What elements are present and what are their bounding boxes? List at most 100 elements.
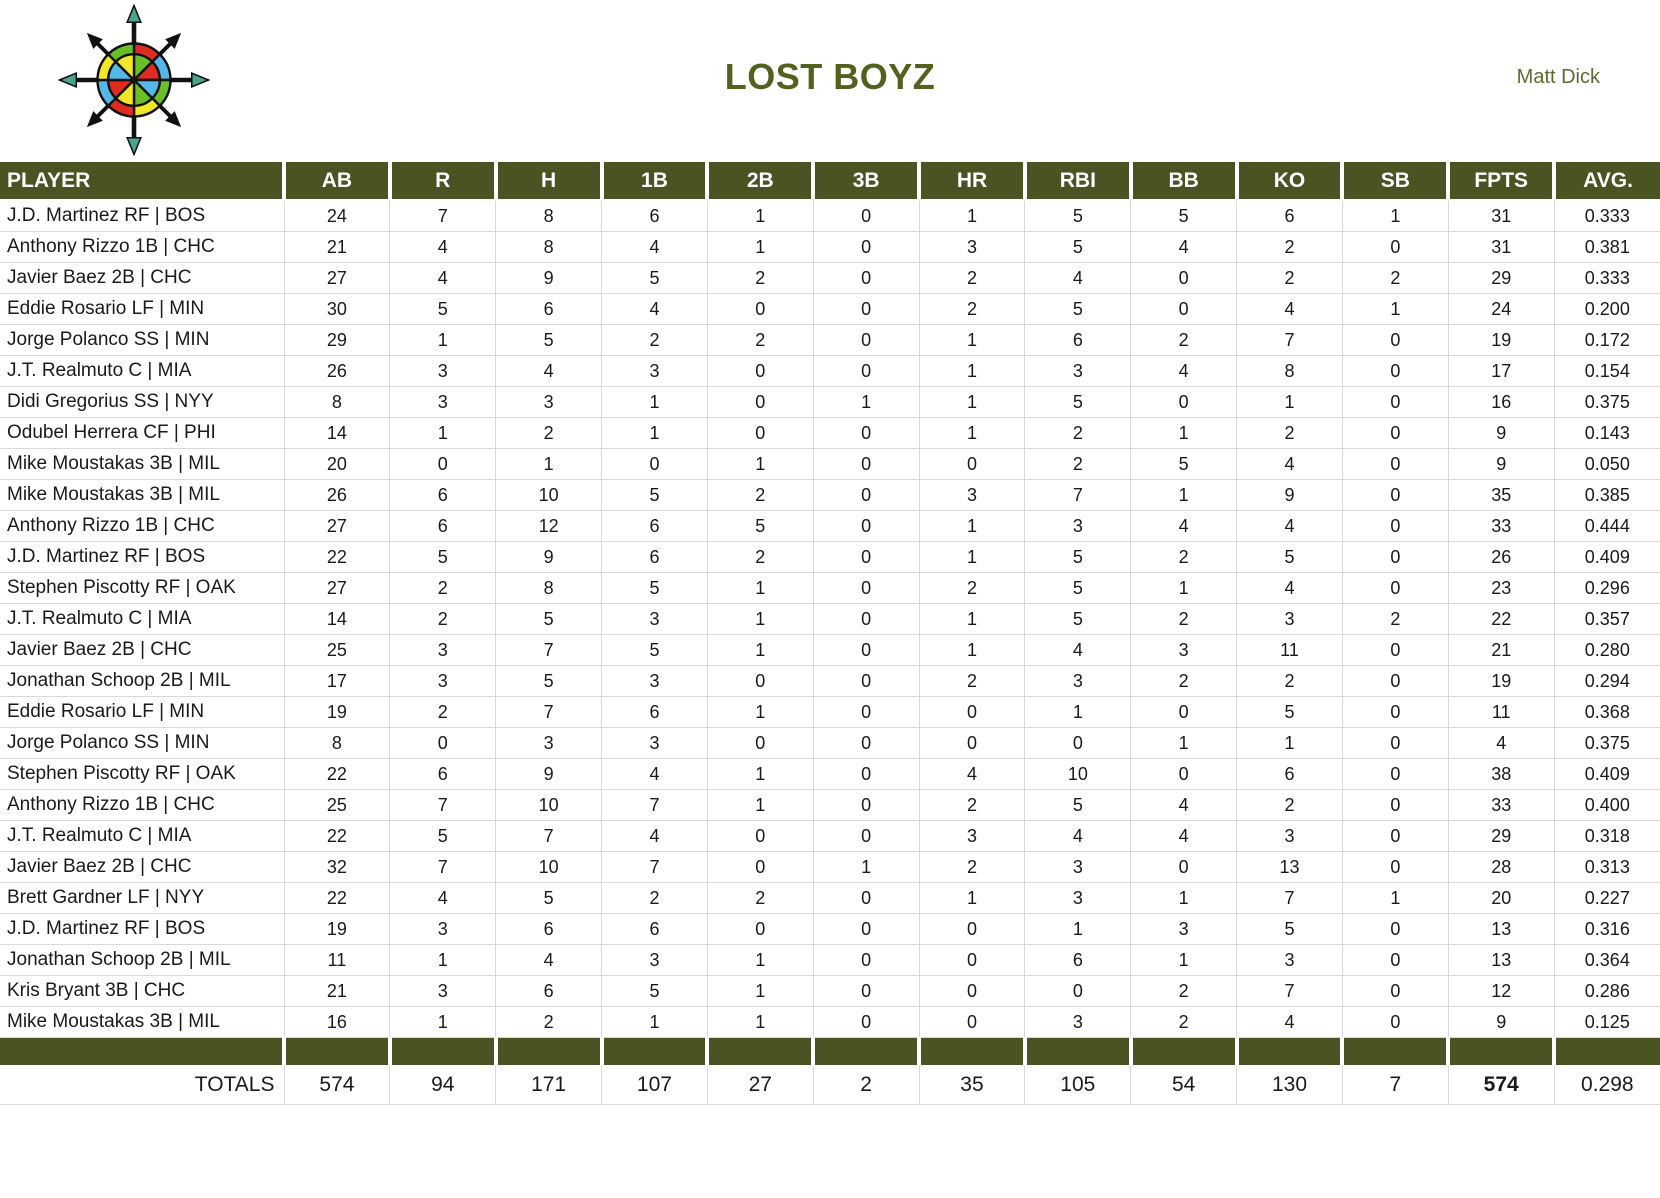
stat-cell[interactable]: 2 (919, 665, 1026, 697)
totals-cell[interactable]: 54 (1130, 1065, 1238, 1105)
stat-cell[interactable]: 0 (1130, 696, 1238, 728)
stat-cell[interactable]: 0.227 (1554, 882, 1660, 914)
stat-cell[interactable]: 2 (919, 851, 1026, 883)
stat-cell[interactable]: 19 (1448, 324, 1555, 356)
stat-cell[interactable]: 1 (1130, 882, 1238, 914)
stat-cell[interactable]: 22 (284, 541, 391, 573)
stat-cell[interactable]: 0.318 (1554, 820, 1660, 852)
stat-cell[interactable]: 0.357 (1554, 603, 1660, 635)
stat-cell[interactable]: 6 (495, 975, 603, 1007)
stat-cell[interactable]: 29 (1448, 262, 1555, 294)
stat-cell[interactable]: 6 (389, 510, 497, 542)
stat-cell[interactable]: 0 (707, 727, 814, 759)
stat-cell[interactable]: 2 (1024, 448, 1132, 480)
stat-cell[interactable]: 0 (1342, 541, 1449, 573)
stat-cell[interactable]: 14 (284, 417, 391, 449)
column-header-rbi[interactable]: RBI (1024, 162, 1133, 201)
stat-cell[interactable]: 3 (601, 603, 708, 635)
stat-cell[interactable]: 33 (1448, 789, 1555, 821)
stat-cell[interactable]: 0 (813, 355, 920, 387)
stat-cell[interactable]: 0 (1342, 355, 1449, 387)
stat-cell[interactable]: 0.154 (1554, 355, 1660, 387)
stat-cell[interactable]: 3 (1130, 634, 1238, 666)
stat-cell[interactable]: 13 (1448, 913, 1555, 945)
stat-cell[interactable]: 0 (1130, 386, 1238, 418)
stat-cell[interactable]: 9 (495, 758, 603, 790)
stat-cell[interactable]: 2 (389, 572, 497, 604)
stat-cell[interactable]: 1 (919, 510, 1026, 542)
stat-cell[interactable]: 4 (601, 820, 708, 852)
stat-cell[interactable]: 0 (813, 541, 920, 573)
stat-cell[interactable]: 4 (1236, 448, 1343, 480)
stat-cell[interactable]: 0 (919, 727, 1026, 759)
player-cell[interactable]: J.D. Martinez RF | BOS (0, 541, 285, 573)
stat-cell[interactable]: 0 (1024, 727, 1132, 759)
player-cell[interactable]: Jonathan Schoop 2B | MIL (0, 665, 285, 697)
stat-cell[interactable]: 24 (284, 200, 391, 232)
stat-cell[interactable]: 1 (919, 417, 1026, 449)
stat-cell[interactable]: 5 (601, 479, 708, 511)
stat-cell[interactable]: 0 (813, 758, 920, 790)
stat-cell[interactable]: 2 (707, 541, 814, 573)
stat-cell[interactable]: 4 (389, 262, 497, 294)
column-header-player[interactable]: PLAYER (0, 162, 286, 201)
stat-cell[interactable]: 0 (1130, 851, 1238, 883)
stat-cell[interactable]: 0 (813, 727, 920, 759)
stat-cell[interactable]: 26 (284, 479, 391, 511)
stat-cell[interactable]: 4 (495, 355, 603, 387)
stat-cell[interactable]: 0.172 (1554, 324, 1660, 356)
stat-cell[interactable]: 1 (707, 1006, 814, 1038)
totals-cell[interactable]: 107 (601, 1065, 708, 1105)
stat-cell[interactable]: 0 (1342, 789, 1449, 821)
stat-cell[interactable]: 0 (813, 262, 920, 294)
stat-cell[interactable]: 4 (1130, 820, 1238, 852)
stat-cell[interactable]: 1 (707, 975, 814, 1007)
stat-cell[interactable]: 0.200 (1554, 293, 1660, 325)
stat-cell[interactable]: 0 (1342, 944, 1449, 976)
stat-cell[interactable]: 1 (707, 789, 814, 821)
stat-cell[interactable]: 5 (389, 820, 497, 852)
stat-cell[interactable]: 26 (1448, 541, 1555, 573)
totals-cell[interactable]: 35 (919, 1065, 1026, 1105)
stat-cell[interactable]: 0 (1342, 231, 1449, 263)
stat-cell[interactable]: 2 (601, 882, 708, 914)
stat-cell[interactable]: 2 (707, 262, 814, 294)
stat-cell[interactable]: 1 (707, 231, 814, 263)
stat-cell[interactable]: 2 (1130, 324, 1238, 356)
stat-cell[interactable]: 5 (1130, 448, 1238, 480)
stat-cell[interactable]: 7 (1236, 324, 1343, 356)
stat-cell[interactable]: 2 (919, 293, 1026, 325)
stat-cell[interactable]: 0 (919, 944, 1026, 976)
stat-cell[interactable]: 3 (495, 727, 603, 759)
stat-cell[interactable]: 13 (1236, 851, 1343, 883)
stat-cell[interactable]: 3 (1236, 603, 1343, 635)
stat-cell[interactable]: 3 (1024, 355, 1132, 387)
stat-cell[interactable]: 4 (1236, 1006, 1343, 1038)
stat-cell[interactable]: 32 (284, 851, 391, 883)
stat-cell[interactable]: 1 (1130, 727, 1238, 759)
stat-cell[interactable]: 4 (1024, 820, 1132, 852)
column-header-ab[interactable]: AB (284, 162, 392, 201)
stat-cell[interactable]: 13 (1448, 944, 1555, 976)
column-header-3b[interactable]: 3B (813, 162, 922, 201)
stat-cell[interactable]: 0 (813, 479, 920, 511)
stat-cell[interactable]: 5 (1130, 200, 1238, 232)
totals-cell[interactable]: 2 (813, 1065, 920, 1105)
stat-cell[interactable]: 0 (813, 913, 920, 945)
stat-cell[interactable]: 7 (389, 851, 497, 883)
stat-cell[interactable]: 0 (1130, 293, 1238, 325)
stat-cell[interactable]: 5 (1024, 231, 1132, 263)
stat-cell[interactable]: 5 (1024, 386, 1132, 418)
stat-cell[interactable]: 6 (389, 758, 497, 790)
stat-cell[interactable]: 1 (1130, 572, 1238, 604)
stat-cell[interactable]: 10 (495, 789, 603, 821)
stat-cell[interactable]: 11 (284, 944, 391, 976)
stat-cell[interactable]: 7 (495, 820, 603, 852)
stat-cell[interactable]: 4 (601, 293, 708, 325)
stat-cell[interactable]: 8 (495, 231, 603, 263)
stat-cell[interactable]: 0 (813, 696, 920, 728)
stat-cell[interactable]: 5 (1024, 789, 1132, 821)
stat-cell[interactable]: 7 (495, 696, 603, 728)
stat-cell[interactable]: 2 (707, 479, 814, 511)
stat-cell[interactable]: 2 (1236, 417, 1343, 449)
